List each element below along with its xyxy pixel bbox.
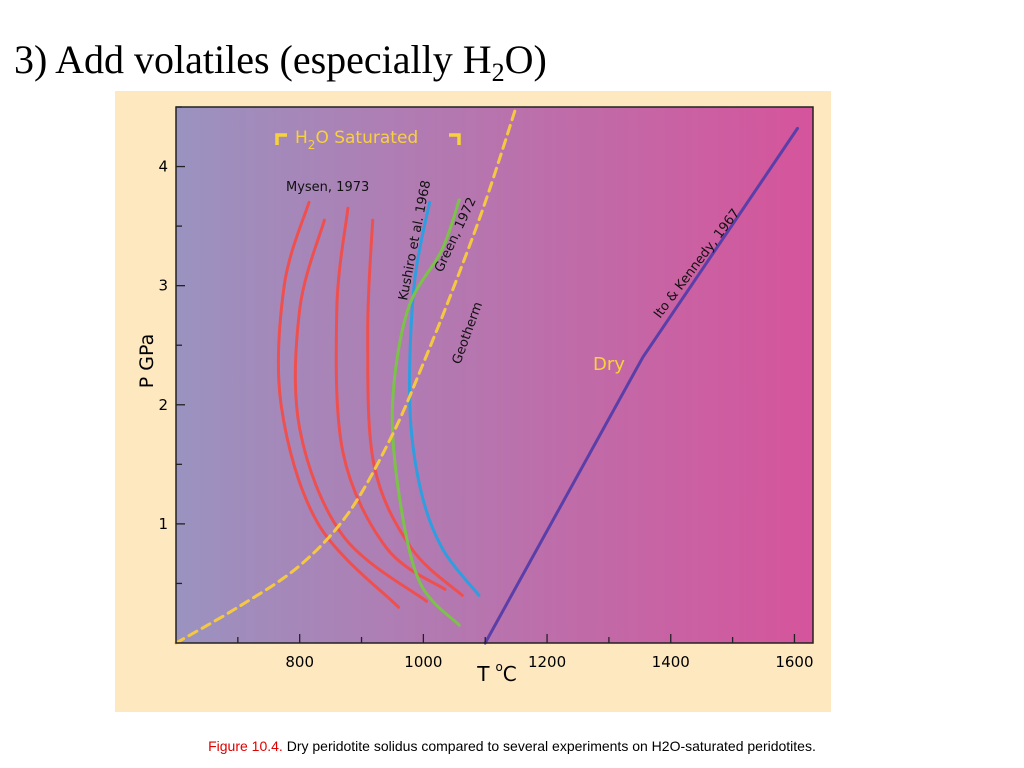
- series-line-mysen-2: [293, 218, 428, 603]
- series-line-green-1972: [390, 198, 461, 627]
- y-tick-label: 4: [158, 158, 168, 176]
- slide-title-end: O): [504, 37, 547, 82]
- x-tick-label: 1000: [404, 653, 442, 671]
- plot-background: [176, 107, 813, 643]
- annotation-dry: Dry: [593, 354, 625, 375]
- bracket-right-icon: [449, 133, 461, 145]
- y-tick-label: 3: [158, 277, 168, 295]
- y-tick-label: 1: [158, 515, 168, 533]
- x-tick-label: 1600: [775, 653, 813, 671]
- y-tick-label: 2: [158, 396, 168, 414]
- annotation-h2o-saturated: H2O Saturated: [295, 128, 418, 152]
- slide-title-subscript: 2: [491, 58, 505, 87]
- series-line-kushiro: [408, 200, 481, 597]
- annotation-h2o-rest: O Saturated: [315, 128, 418, 148]
- series-line-mysen-1: [276, 200, 401, 609]
- annotation-h2o-h: H: [295, 128, 308, 148]
- x-tick-label: 800: [285, 653, 314, 671]
- x-tick-label: 1200: [528, 653, 566, 671]
- series-layer: [174, 105, 799, 645]
- series-line-geotherm: [174, 105, 518, 645]
- tick-layer: 800 1000 1200 1400 1600 1 2 3 4: [158, 106, 814, 671]
- slide-title: 3) Add volatiles (especially H2O): [14, 36, 547, 86]
- x-tick-label: 1400: [652, 653, 690, 671]
- annotation-h2o-subscript: 2: [308, 138, 316, 152]
- figure-caption: Figure 10.4. Dry peridotite solidus comp…: [0, 738, 1024, 754]
- x-axis-label-degree: o: [495, 660, 502, 674]
- x-axis-label-main: T: [476, 662, 490, 686]
- series-line-mysen-4: [366, 218, 464, 597]
- slide-title-main: 3) Add volatiles (especially H: [14, 37, 492, 82]
- series-line-dry-ito-kennedy: [483, 126, 799, 645]
- series-line-mysen-3: [334, 206, 447, 591]
- x-axis-label-unit: C: [503, 662, 517, 686]
- caption-text: Dry peridotite solidus compared to sever…: [282, 738, 816, 754]
- plot-frame: [175, 106, 814, 644]
- y-axis-label: P GPa: [136, 334, 158, 388]
- annotation-mysen: Mysen, 1973: [286, 180, 369, 195]
- caption-label: Figure 10.4.: [208, 738, 283, 754]
- bracket-left-icon: [275, 133, 287, 145]
